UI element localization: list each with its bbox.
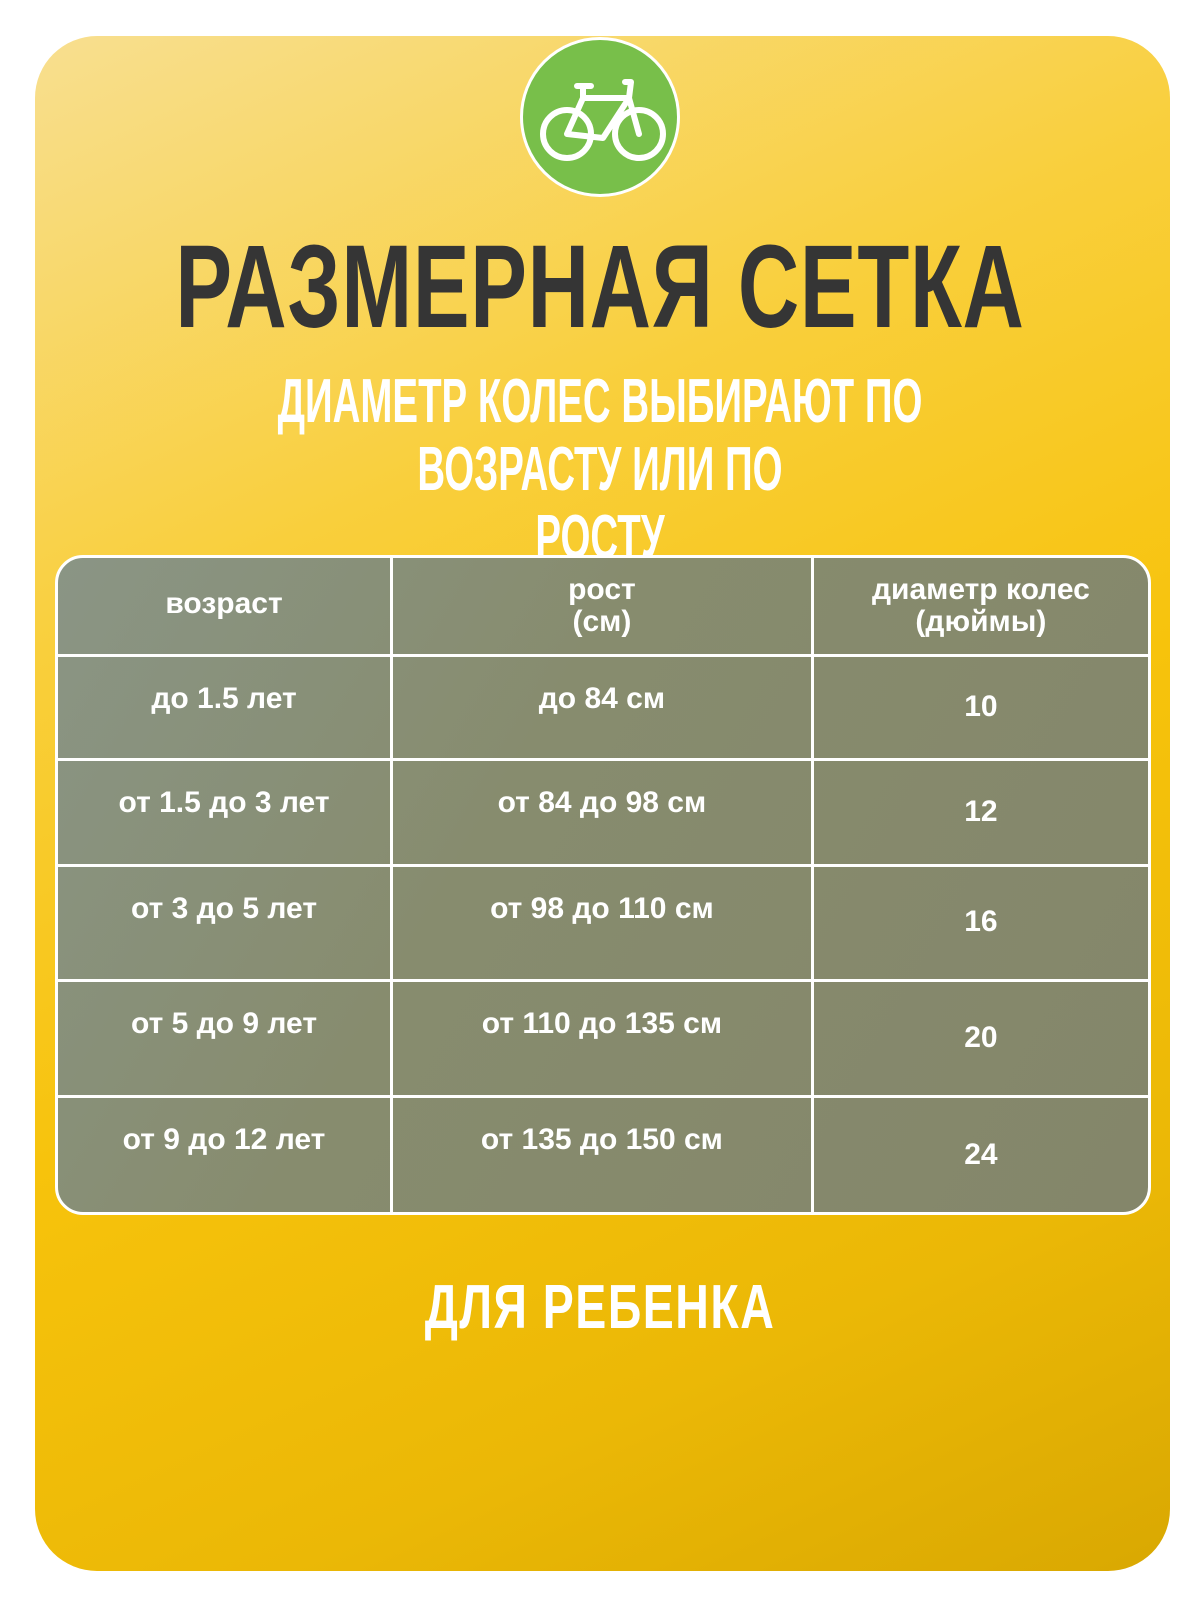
subtitle: ДИАМЕТР КОЛЕС ВЫБИРАЮТ ПО ВОЗРАСТУ ИЛИ П… bbox=[265, 368, 935, 572]
cell-age: от 1.5 до 3 лет bbox=[58, 757, 394, 867]
cell-height: до 84 см bbox=[390, 653, 814, 761]
cell-wheel: 20 bbox=[810, 978, 1148, 1098]
cell-age: от 9 до 12 лет bbox=[58, 1094, 394, 1212]
bicycle-icon bbox=[540, 79, 666, 161]
cell-age: от 5 до 9 лет bbox=[58, 978, 394, 1098]
cell-height: от 135 до 150 см bbox=[390, 1094, 814, 1212]
cell-wheel: 16 bbox=[810, 863, 1148, 982]
logo-badge bbox=[520, 37, 680, 197]
subtitle-line-1: ДИАМЕТР КОЛЕС ВЫБИРАЮТ ПО ВОЗРАСТУ ИЛИ П… bbox=[277, 367, 923, 504]
header-label: рост bbox=[568, 573, 636, 606]
table-row: от 5 до 9 лет от 110 до 135 см 20 bbox=[58, 978, 1148, 1098]
header-label: диаметр колес bbox=[871, 573, 1090, 606]
table-row: от 1.5 до 3 лет от 84 до 98 см 12 bbox=[58, 757, 1148, 867]
cell-height: от 98 до 110 см bbox=[390, 863, 814, 982]
header-unit: (дюймы) bbox=[915, 605, 1047, 638]
page-title: РАЗМЕРНАЯ СЕТКА bbox=[175, 221, 1025, 353]
header-height: рост (см) bbox=[390, 558, 814, 657]
cell-wheel: 10 bbox=[810, 653, 1148, 761]
header-age: возраст bbox=[58, 558, 394, 657]
table-row: от 9 до 12 лет от 135 до 150 см 24 bbox=[58, 1094, 1148, 1212]
table-header-row: возраст рост (см) диаметр колес (дюймы) bbox=[58, 558, 1148, 657]
cell-height: от 110 до 135 см bbox=[390, 978, 814, 1098]
cell-height: от 84 до 98 см bbox=[390, 757, 814, 867]
cell-age: до 1.5 лет bbox=[58, 653, 394, 761]
header-wheel: диаметр колес (дюймы) bbox=[810, 558, 1148, 657]
table-row: до 1.5 лет до 84 см 10 bbox=[58, 653, 1148, 761]
header-label: возраст bbox=[165, 587, 283, 620]
table-row: от 3 до 5 лет от 98 до 110 см 16 bbox=[58, 863, 1148, 982]
cell-wheel: 12 bbox=[810, 757, 1148, 867]
header-unit: (см) bbox=[572, 605, 632, 638]
cell-wheel: 24 bbox=[810, 1094, 1148, 1212]
cell-age: от 3 до 5 лет bbox=[58, 863, 394, 982]
footer-caption: ДЛЯ РЕБЕНКА bbox=[424, 1273, 776, 1342]
size-table: возраст рост (см) диаметр колес (дюймы) до… bbox=[55, 555, 1151, 1215]
